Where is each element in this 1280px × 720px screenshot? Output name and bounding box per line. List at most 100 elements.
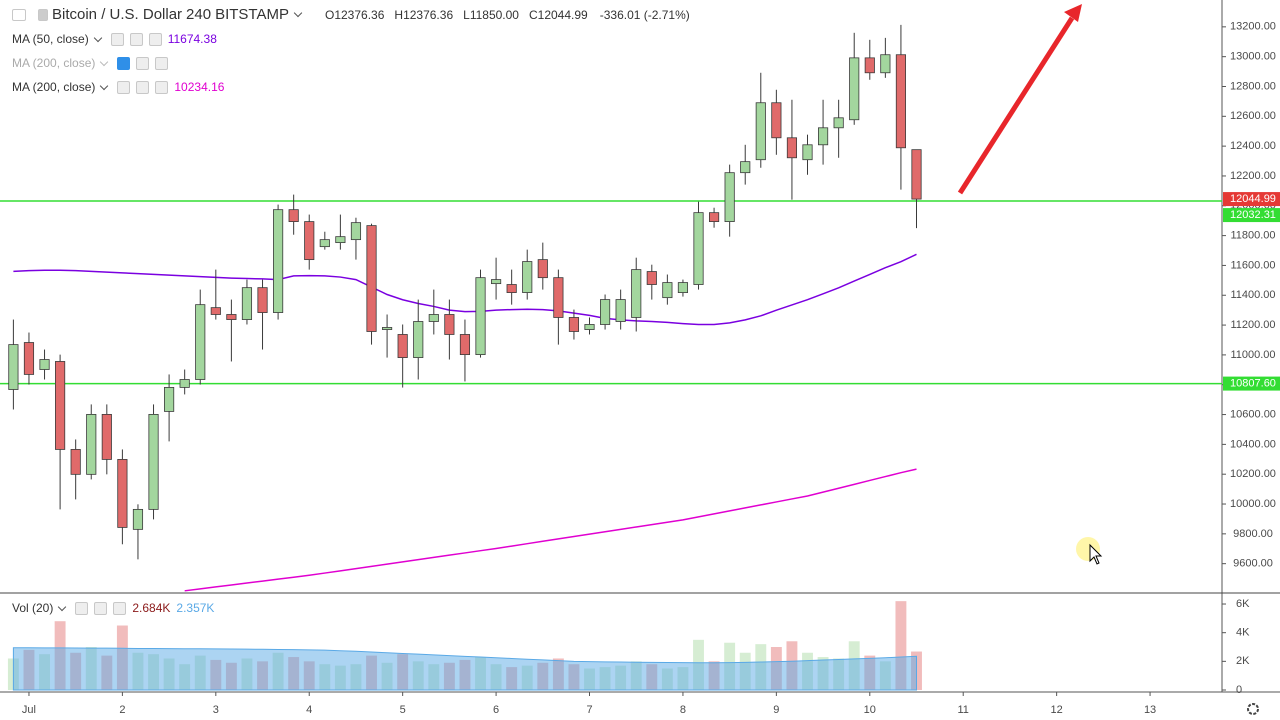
ma-name[interactable]: MA (50, close)	[12, 32, 89, 46]
candle-body	[101, 413, 112, 460]
change: -336.01 (-2.71%)	[599, 7, 690, 22]
candle-body	[849, 57, 860, 121]
ohlc-label: C	[528, 7, 538, 22]
candle-body	[662, 282, 673, 299]
volume-bar	[895, 601, 907, 690]
candle-body	[86, 413, 97, 475]
candle-body	[241, 287, 253, 320]
annotation-arrow	[957, 16, 1075, 195]
ma-line	[184, 468, 917, 592]
close-icon[interactable]	[155, 80, 169, 94]
candle-body	[195, 304, 206, 380]
cursor	[1089, 543, 1103, 565]
gear-icon[interactable]	[136, 80, 150, 94]
ma-menu[interactable]	[93, 33, 102, 42]
candle-body	[600, 299, 611, 325]
volume-name[interactable]: Vol (20)	[12, 601, 54, 615]
candle-body	[273, 209, 284, 313]
candle-body	[350, 222, 362, 241]
candle-body	[428, 314, 439, 322]
ma-name[interactable]: MA (200, close)	[12, 80, 96, 94]
candle-body	[911, 149, 922, 200]
x-tick-label: 10	[864, 704, 876, 716]
ma-menu[interactable]	[100, 81, 109, 90]
candle-body	[8, 344, 19, 390]
candle-body	[537, 259, 548, 279]
eye-icon[interactable]	[75, 601, 89, 615]
ma-legend: MA (50, close) 11674.38	[12, 32, 217, 46]
candle-body	[475, 277, 486, 356]
candle-body	[755, 102, 766, 161]
y-tick-label: 13200.00	[1230, 21, 1276, 33]
x-tick-label: 3	[213, 704, 219, 716]
ohlc-value: 12376.36	[334, 7, 385, 22]
symbol-menu[interactable]	[293, 8, 303, 18]
gear-icon[interactable]	[94, 601, 108, 615]
x-tick-label: 13	[1144, 704, 1156, 716]
candle-body	[506, 284, 517, 293]
ma-value: 10234.16	[174, 80, 225, 94]
eye-icon[interactable]	[117, 80, 131, 94]
candle-body	[615, 299, 626, 322]
y-tick-label: 9600.00	[1233, 558, 1273, 570]
y-tick-label: 11400.00	[1230, 289, 1275, 301]
eye-icon[interactable]	[117, 56, 131, 70]
x-tick-label: 7	[586, 704, 592, 716]
candle-body	[786, 137, 798, 159]
eye-icon[interactable]	[110, 32, 124, 46]
ohlc-label: O	[324, 7, 335, 22]
x-tick-label: 6	[493, 704, 499, 716]
volume-y-tick-label: 4K	[1236, 627, 1250, 639]
candle-body	[226, 314, 237, 320]
candle-body	[818, 127, 829, 146]
interval[interactable]: 240	[186, 6, 212, 23]
ohlc-value: 12044.99	[537, 7, 588, 22]
y-tick-label: 10000.00	[1230, 498, 1276, 510]
y-tick-label: 13000.00	[1230, 51, 1276, 63]
ma-name[interactable]: MA (200, close)	[12, 56, 96, 70]
x-tick-label: Jul	[22, 704, 36, 716]
candle-body	[179, 379, 190, 388]
gear-icon[interactable]	[129, 32, 143, 46]
x-tick-label: 4	[306, 704, 312, 716]
close-icon[interactable]	[148, 32, 162, 46]
exchange[interactable]: BITSTAMP	[215, 6, 289, 23]
symbol[interactable]: Bitcoin / U.S. Dollar	[52, 6, 183, 23]
volume-menu[interactable]	[58, 602, 67, 611]
candle-body	[117, 459, 128, 528]
volume-y-tick-label: 6K	[1236, 598, 1250, 610]
close-icon[interactable]	[113, 601, 127, 615]
ohlc-value: 11850.00	[469, 7, 519, 22]
ohlc: O 12376.36 H 12376.36 L 11850.00 C 12044.99	[325, 8, 588, 22]
flag-icon[interactable]	[38, 8, 48, 21]
x-tick-label: 9	[773, 704, 779, 716]
y-tick-label: 11200.00	[1230, 319, 1275, 331]
ma-line	[13, 253, 917, 326]
candle-body	[148, 413, 159, 510]
close-icon[interactable]	[155, 56, 169, 70]
y-tick-label: 12200.00	[1230, 170, 1276, 182]
candle-body	[895, 54, 906, 149]
candle-body	[382, 327, 393, 330]
volume-value: 2.684K	[132, 601, 171, 615]
candle-body	[724, 172, 735, 222]
candle-body	[802, 144, 813, 161]
candle-body	[646, 271, 657, 285]
candle-body	[864, 57, 875, 74]
candle-body	[164, 387, 175, 412]
candle-body	[132, 508, 144, 530]
gear-icon[interactable]	[136, 56, 150, 70]
ma-value: 11674.38	[167, 32, 217, 46]
ma-menu[interactable]	[100, 57, 109, 66]
level-badge	[1223, 208, 1280, 223]
collapse-icon[interactable]	[12, 8, 26, 21]
level-badge-label: 12032.31	[1230, 209, 1276, 221]
ohlc-value: 12376.36	[403, 7, 454, 22]
candle-body	[288, 209, 299, 222]
settings-icon[interactable]	[1247, 703, 1259, 715]
candle-body	[491, 279, 502, 285]
candle-body	[413, 321, 424, 358]
y-tick-label: 10400.00	[1230, 438, 1276, 450]
candle-body	[693, 212, 704, 285]
